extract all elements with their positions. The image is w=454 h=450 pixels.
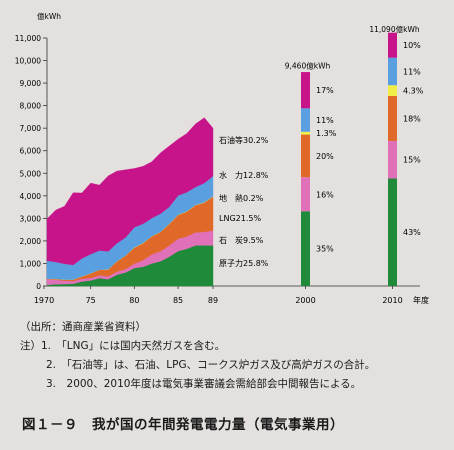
bar-2010-seg-5 — [388, 57, 397, 86]
bar-2010-seg-6 — [388, 32, 397, 58]
bar-2000-seg-6 — [301, 72, 310, 109]
note-3: 3. 2000、2010年度は電気事業審議会需給部会中間報告による。 — [46, 378, 362, 390]
label-1989-3: 地 熱0.2% — [219, 193, 264, 203]
y-tick-label: 10,000 — [15, 57, 41, 66]
pct-label-2000-1: 35% — [316, 245, 334, 254]
bar-2010-seg-4 — [388, 85, 397, 96]
label-1989-2: 水 力12.8% — [219, 170, 269, 180]
label-1989-1: 石油等30.2% — [219, 135, 269, 145]
source-note: （出所：通商産業省資料） — [20, 321, 146, 333]
pct-label-2000-5: 11% — [316, 116, 334, 125]
pct-label-2000-3: 20% — [316, 152, 334, 161]
chart-labels: 億kWh 石油等30.2% 水 力12.8% 地 熱0.2% LNG21.5% 石 炭9.… — [37, 11, 424, 268]
bar-2010-seg-3 — [388, 95, 397, 141]
x-tick-label: 85 — [173, 296, 183, 305]
label-1989-6: 原子力25.8% — [219, 258, 269, 268]
chart: 0 1,000 2,000 3,000 4,000 5,000 6,000 7,000 8,00… — [15, 11, 429, 305]
pct-label-2010-4: 4.3% — [403, 87, 424, 96]
total-label-2010: 11,090億kWh — [369, 24, 420, 34]
y-tick-label: 1,000 — [20, 259, 42, 268]
x-tick-label: 75 — [86, 296, 96, 305]
pct-label-2000-2: 16% — [316, 190, 334, 199]
bar-2000-seg-2 — [301, 177, 310, 212]
figure-caption: 図１－９ 我が国の年間発電電力量（電気事業用） — [22, 417, 344, 433]
pct-label-2010-6: 10% — [403, 41, 421, 50]
y-tick-label: 4,000 — [20, 192, 42, 201]
pct-label-2010-1: 43% — [403, 228, 421, 237]
bar-2010-seg-1 — [388, 178, 397, 286]
label-1989-4: LNG21.5% — [219, 214, 261, 223]
note-2: 2. 「石油等」は、石油、LPG、コークス炉ガス及び高炉ガスの合計。 — [46, 359, 376, 371]
x-tick-label: 89 — [208, 296, 218, 305]
y-tick-label: 5,000 — [20, 169, 42, 178]
bar-2000-seg-4 — [301, 131, 310, 135]
bar-2000-seg-5 — [301, 108, 310, 132]
x-tick-label: 2000 — [295, 296, 315, 305]
x-tick-label: 2010 — [382, 296, 402, 305]
y-tick-label: 11,000 — [15, 34, 41, 43]
y-tick-label: 7,000 — [20, 124, 42, 133]
note-1: 注）1. 「LNG」には国内天然ガスを含む。 — [20, 340, 226, 352]
pct-label-2010-3: 18% — [403, 114, 421, 123]
y-tick-label: 3,000 — [20, 214, 42, 223]
bar-2000-seg-1 — [301, 211, 310, 286]
y-unit-label: 億kWh — [37, 11, 61, 21]
y-tick-label: 0 — [36, 282, 41, 291]
bar-2000-seg-3 — [301, 134, 310, 178]
notes: （出所：通商産業省資料） 注）1. 「LNG」には国内天然ガスを含む。 2. 「… — [20, 318, 450, 394]
bar-2010-seg-2 — [388, 140, 397, 179]
area-6 — [46, 117, 214, 266]
label-1989-5: 石 炭9.5% — [219, 236, 264, 245]
pct-label-2010-2: 15% — [403, 156, 421, 165]
projection-bars — [301, 32, 397, 286]
y-tick-label: 8,000 — [20, 102, 42, 111]
stacked-area-plot — [46, 117, 214, 287]
x-tick-label: 80 — [129, 296, 139, 305]
y-tick-label: 6,000 — [20, 147, 42, 156]
total-label-2000: 9,460億kWh — [285, 61, 331, 71]
pct-label-2000-4: 1.3% — [316, 129, 337, 138]
y-tick-label: 9,000 — [20, 79, 42, 88]
axes: 0 1,000 2,000 3,000 4,000 5,000 6,000 7,000 8,00… — [15, 34, 429, 305]
x-axis-title: 年度 — [413, 295, 429, 305]
x-tick-label: 1970 — [34, 296, 54, 305]
y-tick-label: 2,000 — [20, 237, 42, 246]
pct-label-2010-5: 11% — [403, 67, 421, 76]
pct-label-2000-6: 17% — [316, 86, 334, 95]
